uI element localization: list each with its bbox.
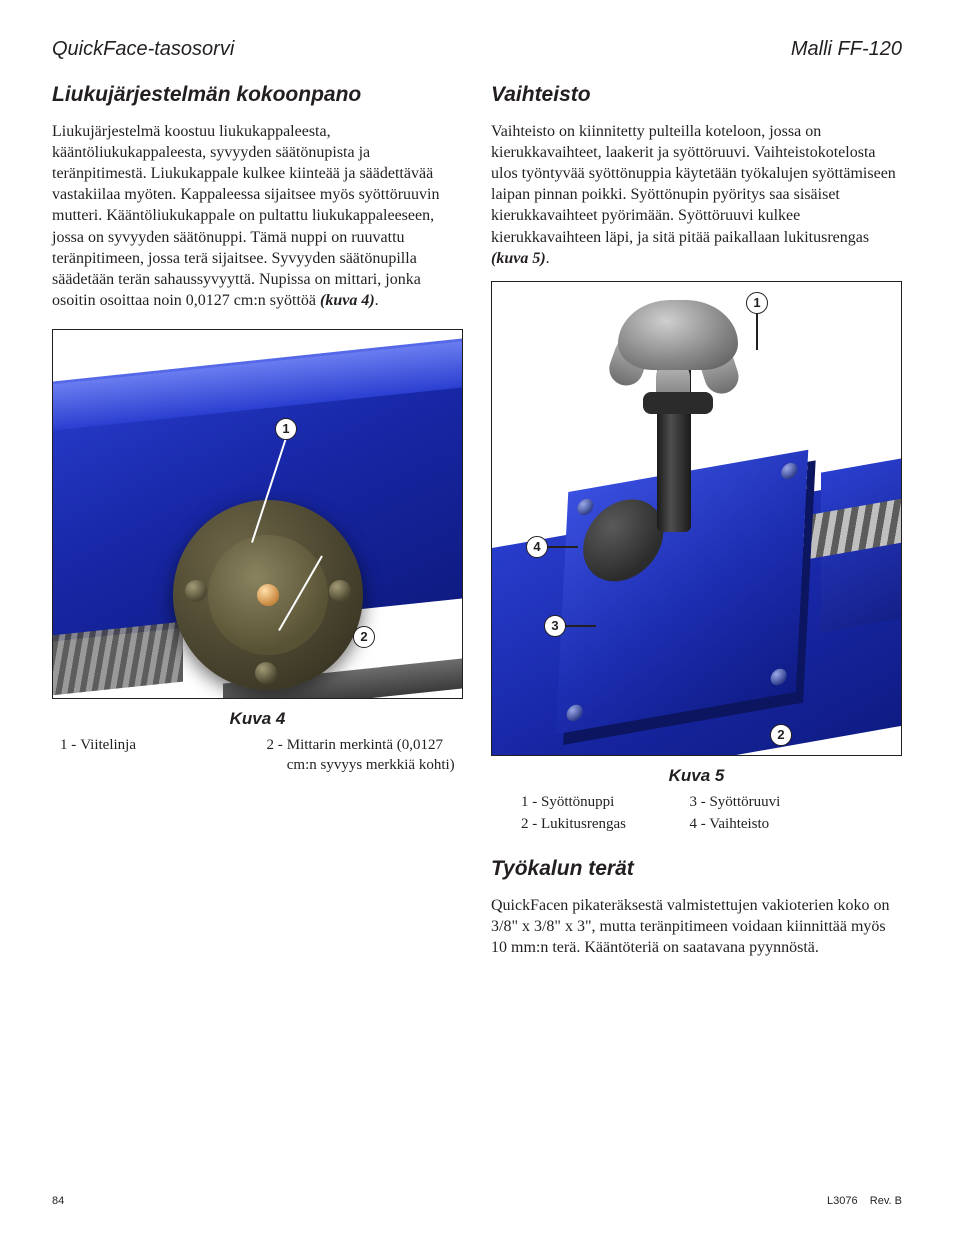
paragraph-tool-bits: QuickFacen pikateräksestä valmistettujen… [491, 895, 902, 958]
section-heading-tool-bits: Työkalun terät [491, 857, 902, 881]
running-header: QuickFace-tasosorvi Malli FF-120 [52, 38, 902, 61]
doc-id: L3076 [827, 1195, 858, 1207]
figure5-bolt-icon [577, 497, 594, 516]
legend-text: Mittarin merkintä (0,0127 cm:n syvyys me… [287, 735, 455, 776]
figure5-legend: 1 - Syöttönuppi 3 - Syöttöruuvi 2 - Luki… [491, 792, 902, 836]
figure4-lead-screw [52, 622, 183, 699]
doc-revision: Rev. B [870, 1195, 902, 1207]
figure5-callout-2: 2 [770, 724, 792, 746]
figure4-bolt-icon [329, 580, 351, 602]
legend-item: 1 - Viitelinja [60, 735, 249, 776]
section-heading-slide-assembly: Liukujärjestelmän kokoonpano [52, 83, 463, 107]
legend-number: 2 - [267, 735, 283, 776]
figure5-caption: Kuva 5 [491, 766, 902, 786]
figure5-feed-knob [608, 300, 748, 410]
doc-rev: L3076 Rev. B [827, 1195, 902, 1207]
period: . [546, 250, 550, 267]
paragraph-text: Vaihteisto on kiinnitetty pulteilla kote… [491, 123, 896, 246]
figure5-knob-collar [643, 392, 713, 414]
figure4-legend: 1 - Viitelinja 2 - Mittarin merkintä (0,… [52, 735, 463, 776]
period: . [375, 292, 379, 309]
paragraph-slide-assembly: Liukujärjestelmä koostuu liukukappaleest… [52, 121, 463, 311]
figure5-callout-1: 1 [746, 292, 768, 314]
figure-reference-kuva4: (kuva 4) [320, 292, 375, 309]
left-column: Liukujärjestelmän kokoonpano Liukujärjes… [52, 83, 463, 971]
figure5-leader-line [548, 546, 578, 548]
header-right: Malli FF-120 [791, 38, 902, 61]
legend-row: 1 - Syöttönuppi 3 - Syöttöruuvi [521, 792, 872, 814]
figure-reference-kuva5: (kuva 5) [491, 250, 546, 267]
figure4-bolt-icon [255, 662, 277, 684]
figure5-knob-cap [618, 300, 738, 370]
figure4-callout-2: 2 [353, 626, 375, 648]
figure5-callout-3: 3 [544, 615, 566, 637]
legend-item: 3 - Syöttöruuvi [689, 792, 872, 814]
figure5-leader-line [566, 625, 596, 627]
figure4-dial-hub [173, 500, 363, 690]
legend-item: 4 - Vaihteisto [689, 814, 872, 836]
page-footer: 84 L3076 Rev. B [52, 1195, 902, 1207]
figure-4: 1 2 [52, 329, 463, 699]
legend-item: 2 - Lukitusrengas [521, 814, 689, 836]
figure5-bolt-icon [770, 667, 787, 686]
paragraph-text: Liukujärjestelmä koostuu liukukappaleest… [52, 123, 439, 309]
figure-5: 1 4 3 2 [491, 281, 902, 756]
legend-row: 2 - Lukitusrengas 4 - Vaihteisto [521, 814, 872, 836]
figure4-callout-1: 1 [275, 418, 297, 440]
right-column: Vaihteisto Vaihteisto on kiinnitetty pul… [491, 83, 902, 971]
figure5-bolt-icon [566, 703, 583, 722]
figure5-leader-line [756, 312, 758, 350]
legend-text: Viitelinja [80, 735, 136, 776]
paragraph-gearbox: Vaihteisto on kiinnitetty pulteilla kote… [491, 121, 902, 269]
figure5-bolt-icon [781, 461, 798, 480]
legend-item: 1 - Syöttönuppi [521, 792, 689, 814]
figure4-caption: Kuva 4 [52, 709, 463, 729]
two-column-layout: Liukujärjestelmän kokoonpano Liukujärjes… [52, 83, 902, 971]
page-number: 84 [52, 1195, 64, 1207]
figure5-callout-4: 4 [526, 536, 548, 558]
legend-number: 1 - [60, 735, 76, 776]
header-left: QuickFace-tasosorvi [52, 38, 234, 61]
legend-item: 2 - Mittarin merkintä (0,0127 cm:n syvyy… [267, 735, 456, 776]
figure4-bolt-icon [185, 580, 207, 602]
section-heading-gearbox: Vaihteisto [491, 83, 902, 107]
